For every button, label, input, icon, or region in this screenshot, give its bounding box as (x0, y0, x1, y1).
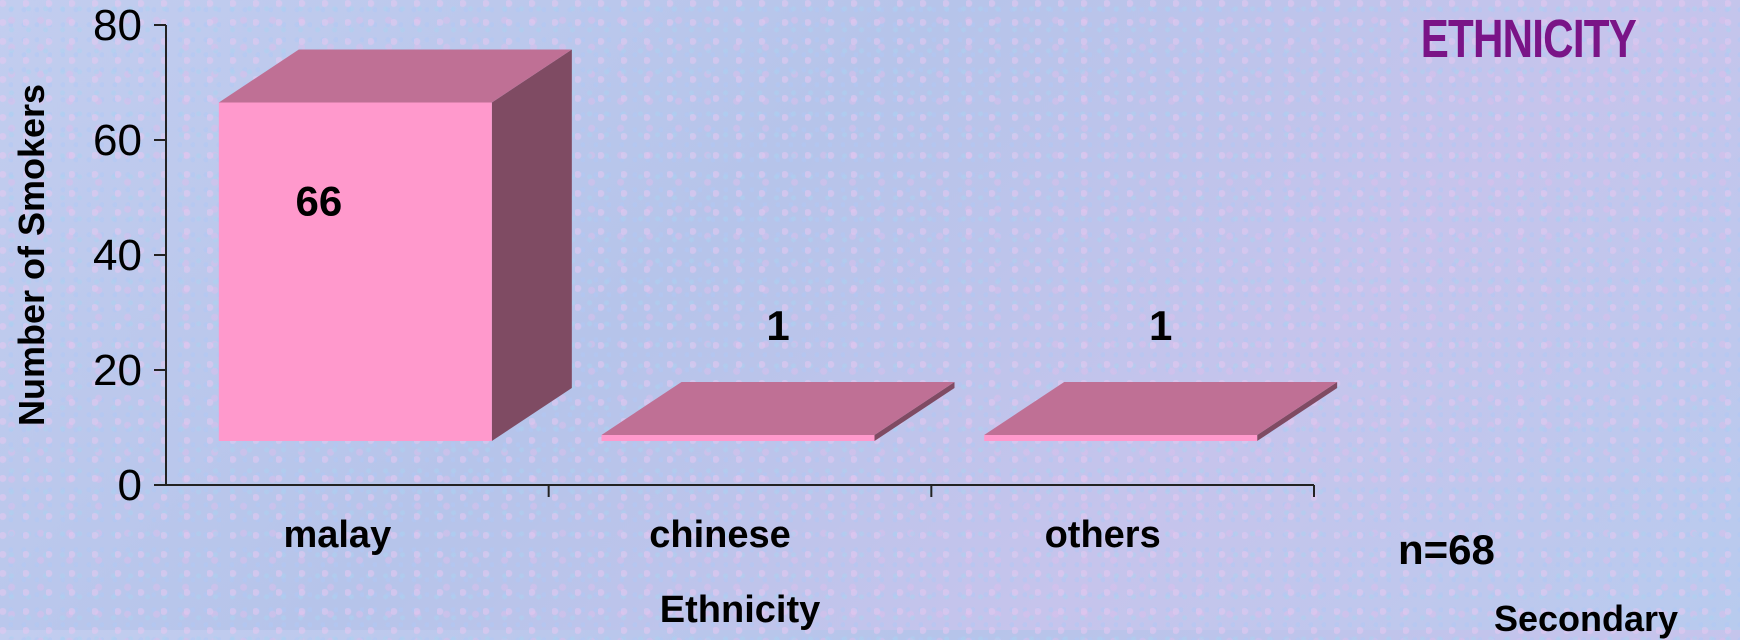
data-label-others: 1 (1149, 302, 1172, 349)
y-tick-label: 0 (118, 461, 142, 510)
axis-layer (154, 24, 1315, 497)
y-tick-label: 60 (93, 116, 142, 165)
sample-size-note: n=68 (1398, 526, 1495, 573)
bar-side-others (1257, 382, 1338, 441)
bar-top-chinese (601, 382, 955, 435)
bar-top-others (984, 382, 1338, 435)
bar-top-malay (218, 49, 572, 103)
bar-side-malay (491, 49, 572, 441)
bar-side-chinese (874, 382, 955, 441)
x-axis-title: Ethnicity (660, 589, 820, 630)
x-tick-label-chinese: chinese (649, 514, 791, 556)
secondary-note: Secondary (1494, 598, 1679, 639)
x-tick-label-others: others (1045, 514, 1161, 556)
bar-others (984, 435, 1258, 441)
x-tick-label-malay: malay (283, 514, 391, 556)
labels-layer: 0 20 40 60 80 66 malay 1 chinese 1 others (93, 1, 1172, 556)
bar-malay (218, 102, 492, 441)
bars-layer (218, 49, 1338, 441)
data-label-chinese: 1 (766, 302, 789, 349)
bar-chinese (601, 435, 875, 441)
y-tick-label: 20 (93, 346, 142, 395)
y-axis-title: Number of Smokers (11, 84, 52, 426)
y-tick-label: 80 (93, 1, 142, 50)
chart-title: ETHNICITY (1420, 9, 1637, 69)
data-label-malay: 66 (295, 178, 342, 225)
y-tick-label: 40 (93, 231, 142, 280)
